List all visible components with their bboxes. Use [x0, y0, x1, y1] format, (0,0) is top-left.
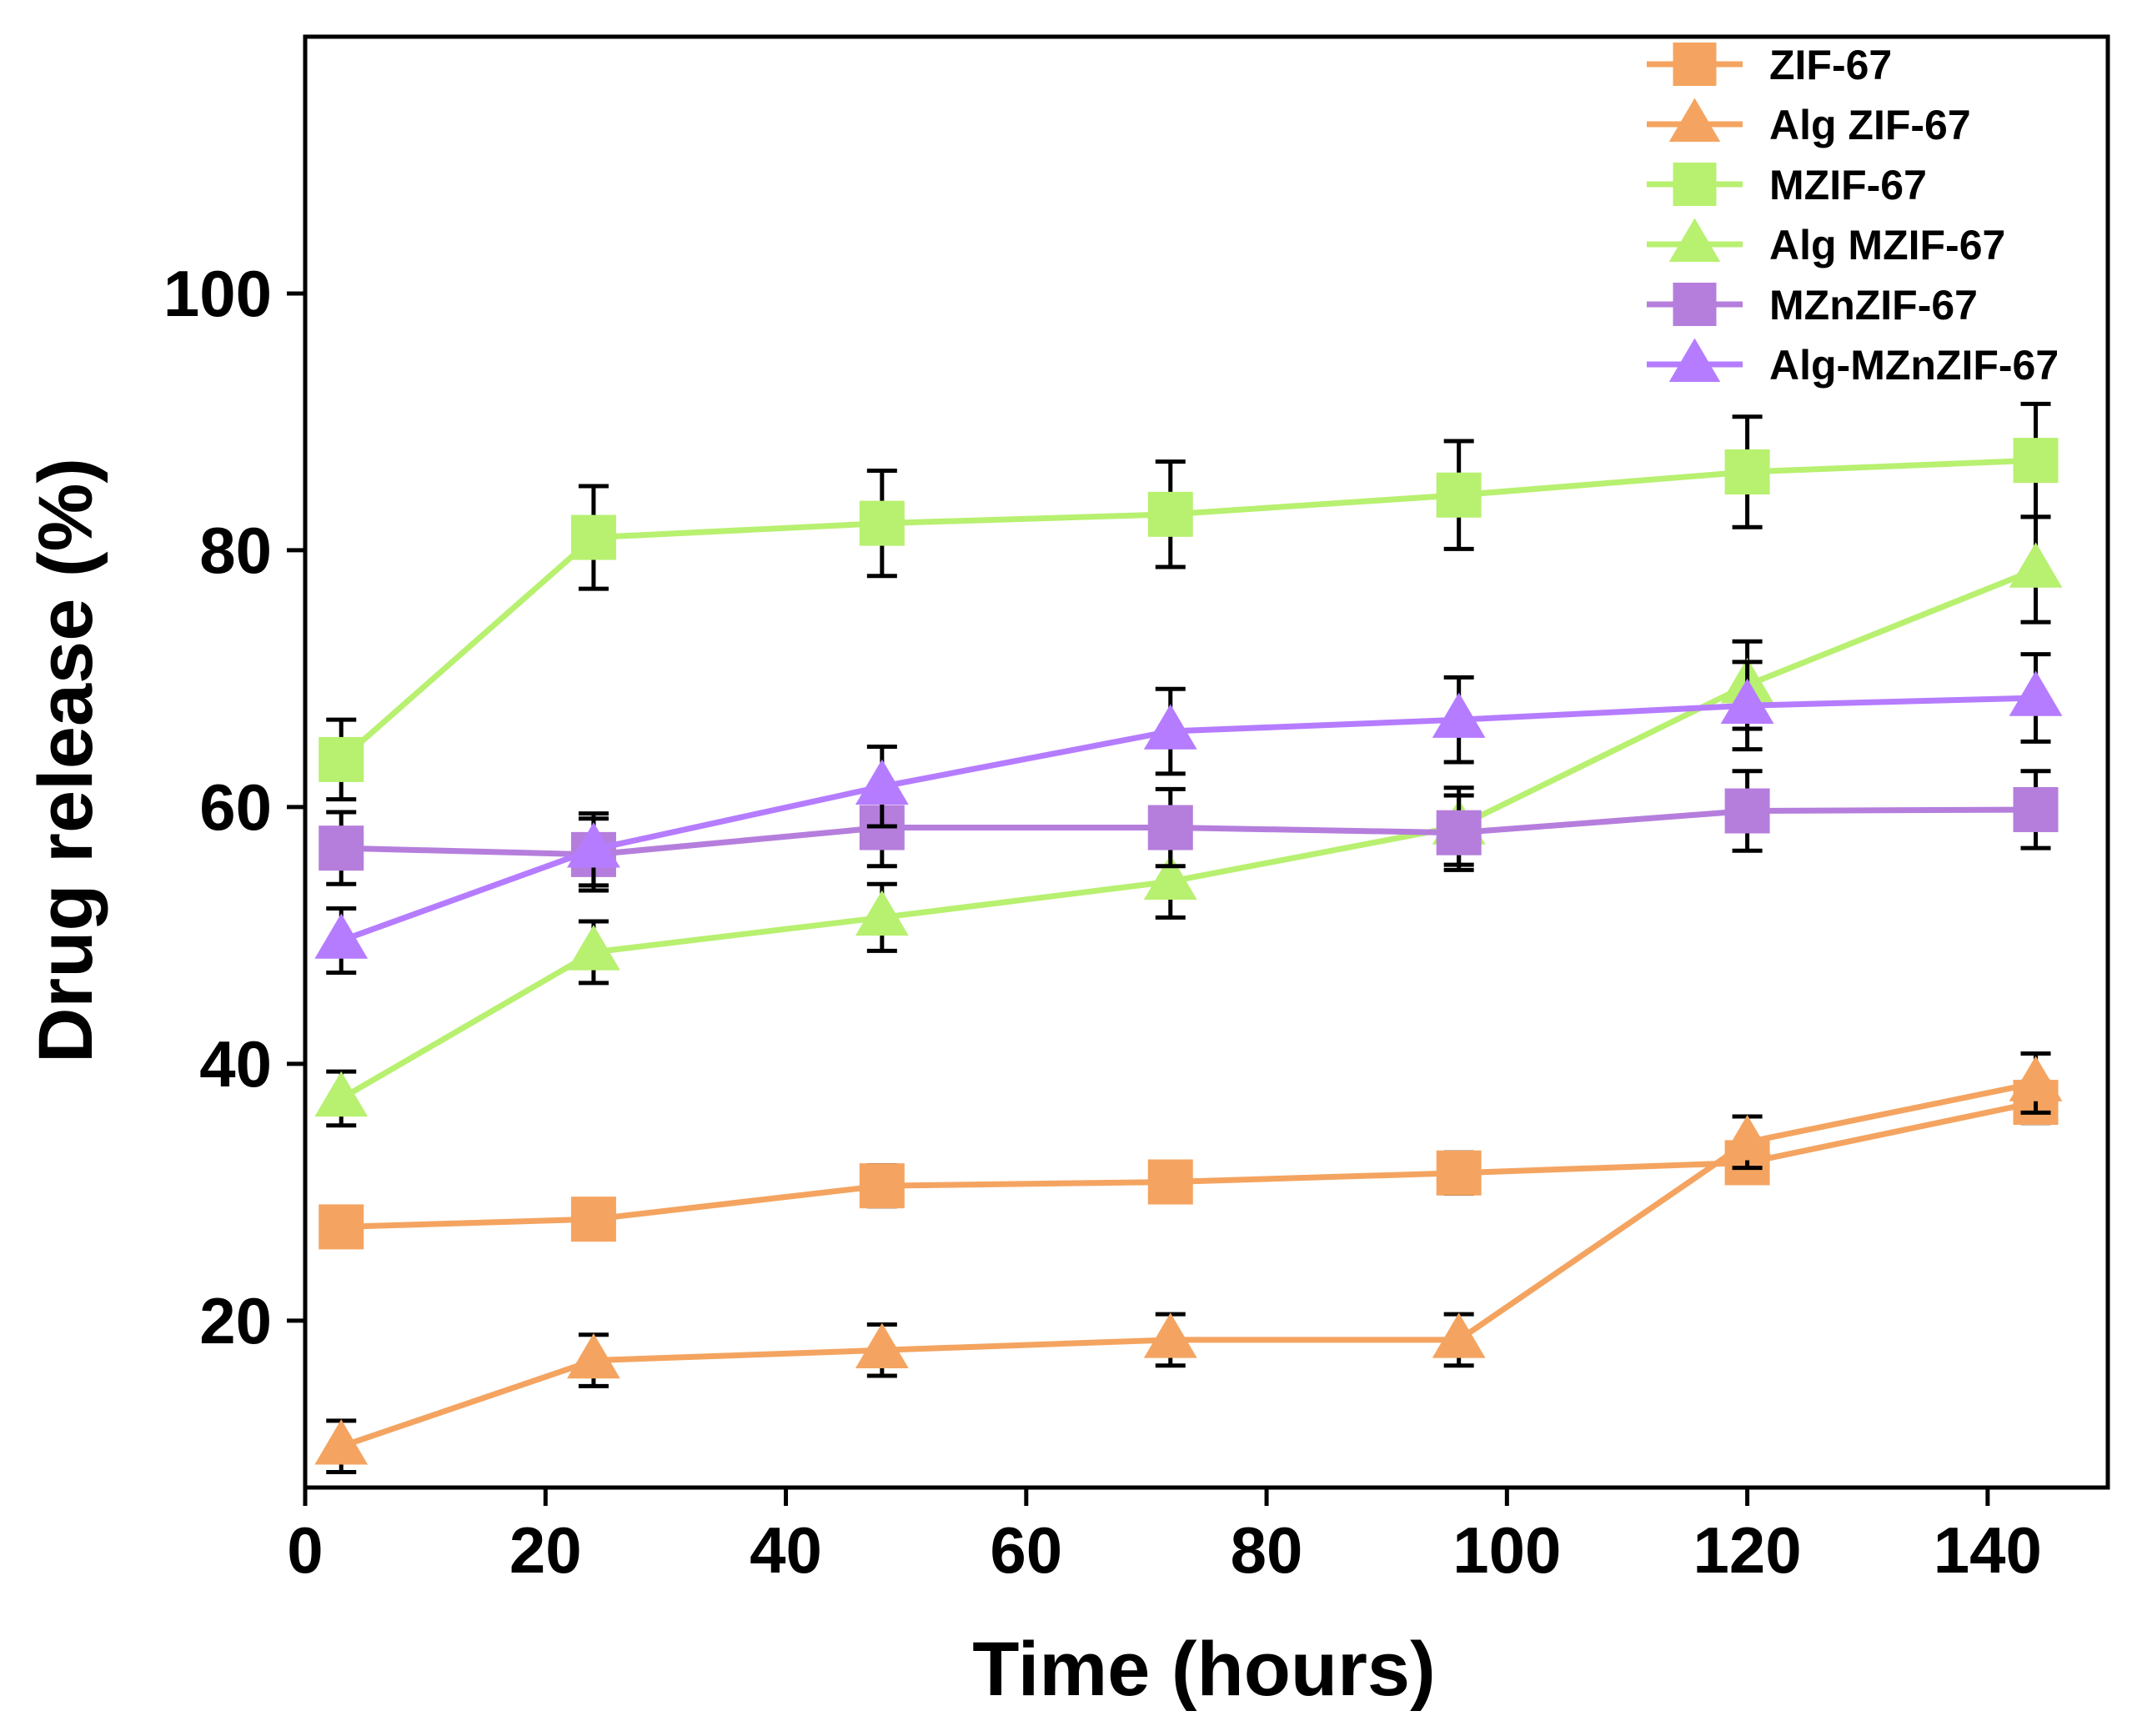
legend-item: MZnZIF-67 — [1647, 282, 1978, 329]
data-point — [1720, 678, 1774, 724]
series-alg-mznzif-67 — [314, 652, 2063, 976]
legend-marker — [1673, 283, 1717, 326]
data-point — [859, 500, 905, 546]
legend-label: Alg-MZnZIF-67 — [1769, 342, 2059, 389]
x-tick-label: 120 — [1693, 1513, 1802, 1587]
data-point — [1436, 1150, 1482, 1196]
legend-item: MZIF-67 — [1647, 162, 1927, 208]
legend-label: ZIF-67 — [1769, 42, 1892, 88]
data-point — [1724, 788, 1770, 834]
legend-marker — [1668, 218, 1721, 262]
data-point — [319, 1204, 364, 1250]
axes: 0 20 40 60 80 100 120 140 20 40 60 80 100 — [163, 34, 2110, 1587]
data-point — [1147, 491, 1193, 537]
legend-marker — [1668, 98, 1721, 142]
data-point — [1432, 1312, 1486, 1358]
data-point — [570, 1197, 616, 1242]
data-point — [855, 759, 909, 805]
series-mzif-67 — [319, 401, 2059, 802]
data-point — [1143, 1312, 1197, 1358]
data-point — [570, 514, 616, 560]
data-point — [567, 1332, 620, 1379]
plot-area — [314, 401, 2063, 1475]
y-tick-label: 40 — [199, 1027, 272, 1101]
data-point — [567, 925, 620, 971]
x-tick-label: 140 — [1934, 1513, 2042, 1587]
legend-item: Alg-MZnZIF-67 — [1647, 338, 2059, 389]
data-point — [1432, 692, 1486, 738]
x-tick-label: 100 — [1452, 1513, 1561, 1587]
y-tick-label: 60 — [199, 770, 272, 844]
data-point — [1436, 472, 1482, 518]
data-point — [1147, 1159, 1193, 1205]
x-tick-label: 60 — [990, 1513, 1062, 1587]
x-tick-label: 40 — [750, 1513, 822, 1587]
legend-label: MZnZIF-67 — [1769, 282, 1978, 329]
y-tick-label: 100 — [163, 257, 272, 330]
data-point — [2013, 786, 2059, 832]
data-point — [1724, 449, 1770, 494]
data-point — [1720, 1115, 1774, 1161]
series-alg-zif-67 — [314, 1051, 2063, 1475]
data-point — [314, 1071, 369, 1117]
data-point — [2013, 438, 2059, 484]
legend-label: Alg ZIF-67 — [1769, 102, 1971, 148]
legend-marker — [1673, 163, 1717, 206]
data-point — [314, 913, 369, 959]
y-axis-title: Drug release (%) — [23, 458, 108, 1063]
x-axis-title: Time (hours) — [972, 1627, 1435, 1712]
x-tick-label: 80 — [1231, 1513, 1303, 1587]
legend-item: Alg ZIF-67 — [1647, 98, 1971, 148]
data-point — [2009, 542, 2063, 588]
series-line — [340, 1080, 2037, 1450]
series-zif-67 — [319, 1079, 2059, 1250]
legend-item: ZIF-67 — [1647, 42, 1892, 88]
data-point — [1143, 854, 1197, 900]
data-point — [1147, 805, 1193, 850]
data-point — [855, 1322, 909, 1368]
legend: ZIF-67 Alg ZIF-67 MZIF-67 Alg MZIF-67 MZnZIF… — [1647, 42, 2059, 389]
data-point — [1143, 704, 1197, 750]
x-tick-label: 20 — [509, 1513, 582, 1587]
x-tick-label: 0 — [287, 1513, 323, 1587]
legend-item: Alg MZIF-67 — [1647, 218, 2005, 268]
plot-frame — [303, 34, 2110, 1490]
data-point — [319, 736, 364, 782]
data-point — [2009, 670, 2063, 716]
legend-label: Alg MZIF-67 — [1769, 222, 2005, 268]
series-mznzif-67 — [319, 769, 2059, 893]
y-tick-label: 80 — [199, 514, 272, 587]
data-point — [567, 822, 620, 868]
y-tick-label: 20 — [199, 1284, 272, 1357]
data-point — [855, 890, 909, 936]
data-point — [2009, 1056, 2063, 1101]
legend-marker — [1668, 338, 1721, 382]
data-point — [859, 1163, 905, 1209]
legend-label: MZIF-67 — [1769, 162, 1927, 208]
data-point — [319, 825, 364, 871]
legend-marker — [1673, 43, 1717, 86]
data-point — [314, 1419, 369, 1465]
data-point — [1436, 810, 1482, 855]
